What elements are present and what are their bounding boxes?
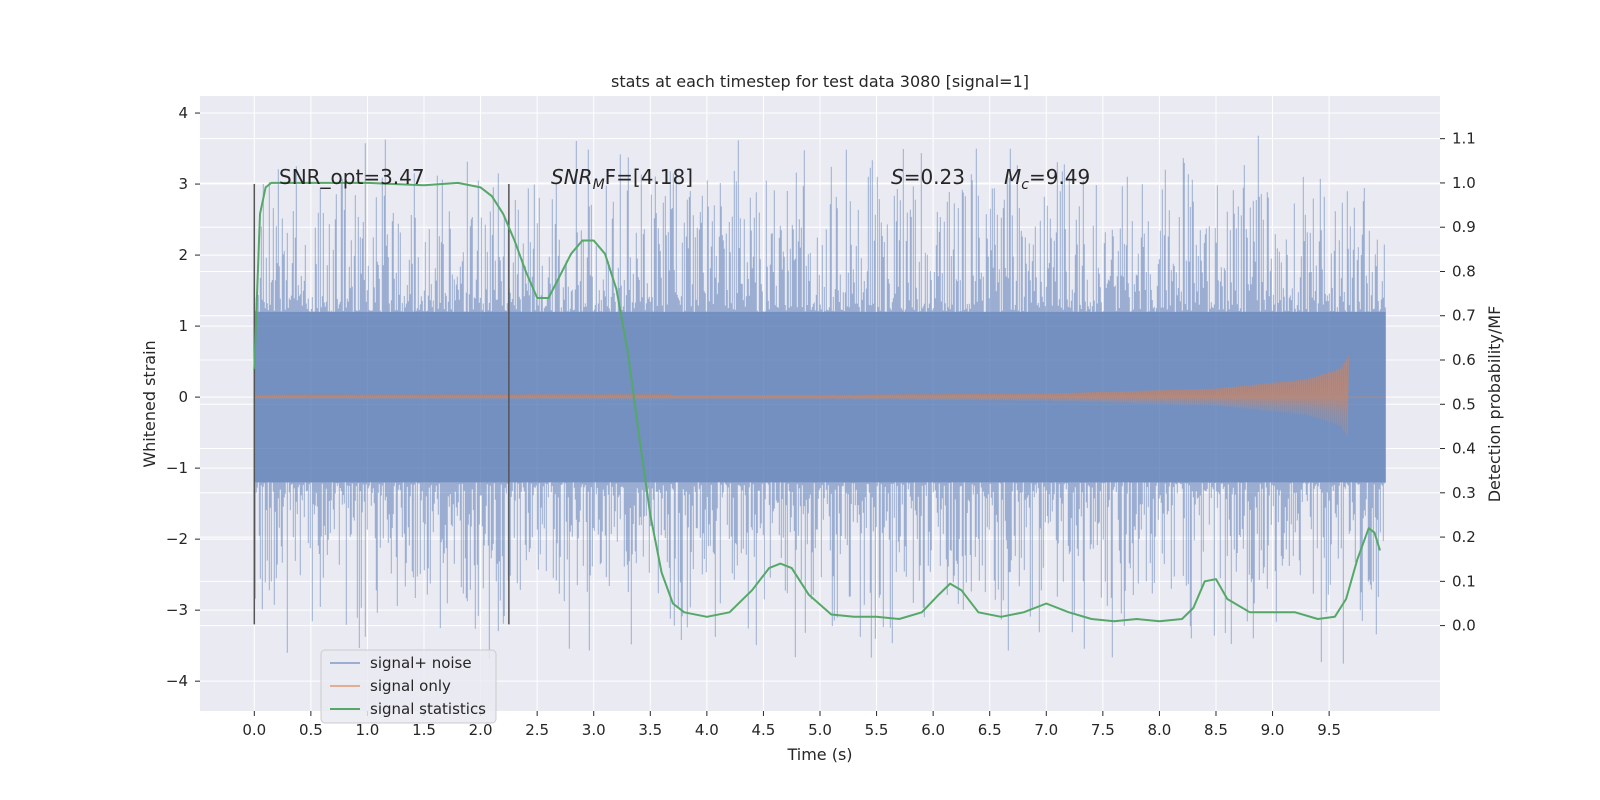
x-tick-label: 6.5: [978, 721, 1002, 739]
x-axis-label: Time (s): [786, 745, 852, 764]
y-tick-label-left: 4: [178, 104, 188, 122]
y-tick-label-left: −4: [166, 672, 188, 690]
legend-label-statistics: signal statistics: [370, 700, 486, 718]
annotation-s-value: =0.23: [904, 165, 965, 189]
y-tick-label-left: 3: [178, 175, 188, 193]
annotation-mc-label: M: [1004, 165, 1021, 189]
x-tick-label: 1.0: [356, 721, 380, 739]
legend-label-noise: signal+ noise: [370, 654, 472, 672]
y-tick-label-left: −2: [166, 530, 188, 548]
signal-series: [253, 355, 1386, 437]
x-tick-label: 5.0: [808, 721, 832, 739]
annotation-mc-value: =9.49: [1029, 165, 1090, 189]
annotation-snr-mf: SNRMF=[4.18]: [551, 165, 693, 193]
y-tick-label-right: 0.0: [1452, 617, 1476, 635]
annotation-snr-mf-sub: M: [593, 177, 605, 193]
statistics-line: [253, 181, 1381, 623]
x-ticks: 0.0 0.5 1.0 1.5 2.0 2.5 3.0 3.5 4.0 4.5 5.0 5.5 6.0 6…: [242, 711, 1341, 739]
y-tick-label-left: 0: [178, 388, 188, 406]
y-tick-label-right: 0.4: [1452, 440, 1476, 458]
y-tick-label-left: 2: [178, 246, 188, 264]
x-tick-label: 2.0: [469, 721, 493, 739]
y-tick-label-right: 0.8: [1452, 262, 1476, 280]
y-tick-label-left: 1: [178, 317, 188, 335]
x-tick-label: 7.5: [1091, 721, 1115, 739]
x-tick-label: 9.5: [1317, 721, 1341, 739]
legend: signal+ noise signal only signal statist…: [320, 649, 497, 724]
y-tick-label-left: −3: [166, 601, 188, 619]
chart-title: stats at each timestep for test data 308…: [611, 72, 1029, 91]
x-tick-label: 0.5: [299, 721, 323, 739]
y-tick-label-right: 0.7: [1452, 307, 1476, 325]
y-ticks-left: −4 −3 −2 −1 0 1 2 3 4: [166, 104, 200, 690]
x-tick-label: 6.0: [921, 721, 945, 739]
signal-trace: [253, 355, 1386, 437]
annotation-mc-sub: c: [1021, 177, 1029, 193]
y-tick-label-left: −1: [166, 459, 188, 477]
annotation-snr-mf-base: SNR: [551, 165, 593, 189]
y-tick-label-right: 0.9: [1452, 218, 1476, 236]
y-tick-label-right: 0.1: [1452, 572, 1476, 590]
x-tick-label: 9.0: [1261, 721, 1285, 739]
y-tick-label-right: 0.5: [1452, 395, 1476, 413]
annotation-snr-mf-rest: F=[4.18]: [605, 165, 693, 189]
legend-box: [320, 649, 497, 724]
y-ticks-right: 0.0 0.1 0.2 0.3 0.4 0.5 0.6 0.7 0.8 0.9 1.0 1.1: [1440, 130, 1476, 635]
x-tick-label: 0.0: [242, 721, 266, 739]
y-tick-label-right: 0.2: [1452, 528, 1476, 546]
x-tick-label: 4.5: [752, 721, 776, 739]
x-tick-label: 3.5: [638, 721, 662, 739]
x-tick-label: 5.5: [865, 721, 889, 739]
annotation-s-label: S: [891, 165, 904, 189]
annotation-mc: Mc=9.49: [1004, 165, 1090, 193]
annotation-snr-opt: SNR_opt=3.47: [279, 165, 425, 189]
x-tick-label: 2.5: [525, 721, 549, 739]
vertical-markers: [253, 184, 510, 625]
y-tick-label-right: 0.3: [1452, 484, 1476, 502]
y-tick-label-right: 1.0: [1452, 174, 1476, 192]
x-tick-label: 1.5: [412, 721, 436, 739]
x-tick-label: 3.0: [582, 721, 606, 739]
y-axis-label-right: Detection probability/MF: [1485, 306, 1504, 503]
x-tick-label: 8.5: [1204, 721, 1228, 739]
y-tick-label-right: 0.6: [1452, 351, 1476, 369]
x-tick-label: 8.0: [1147, 721, 1171, 739]
y-tick-label-right: 1.1: [1452, 130, 1476, 148]
x-tick-label: 7.0: [1034, 721, 1058, 739]
statistics-series: [253, 181, 1381, 623]
legend-label-signal: signal only: [370, 677, 451, 695]
y-axis-label-left: Whitened strain: [140, 340, 159, 467]
x-tick-label: 4.0: [695, 721, 719, 739]
annotation-s: S=0.23: [891, 165, 965, 189]
